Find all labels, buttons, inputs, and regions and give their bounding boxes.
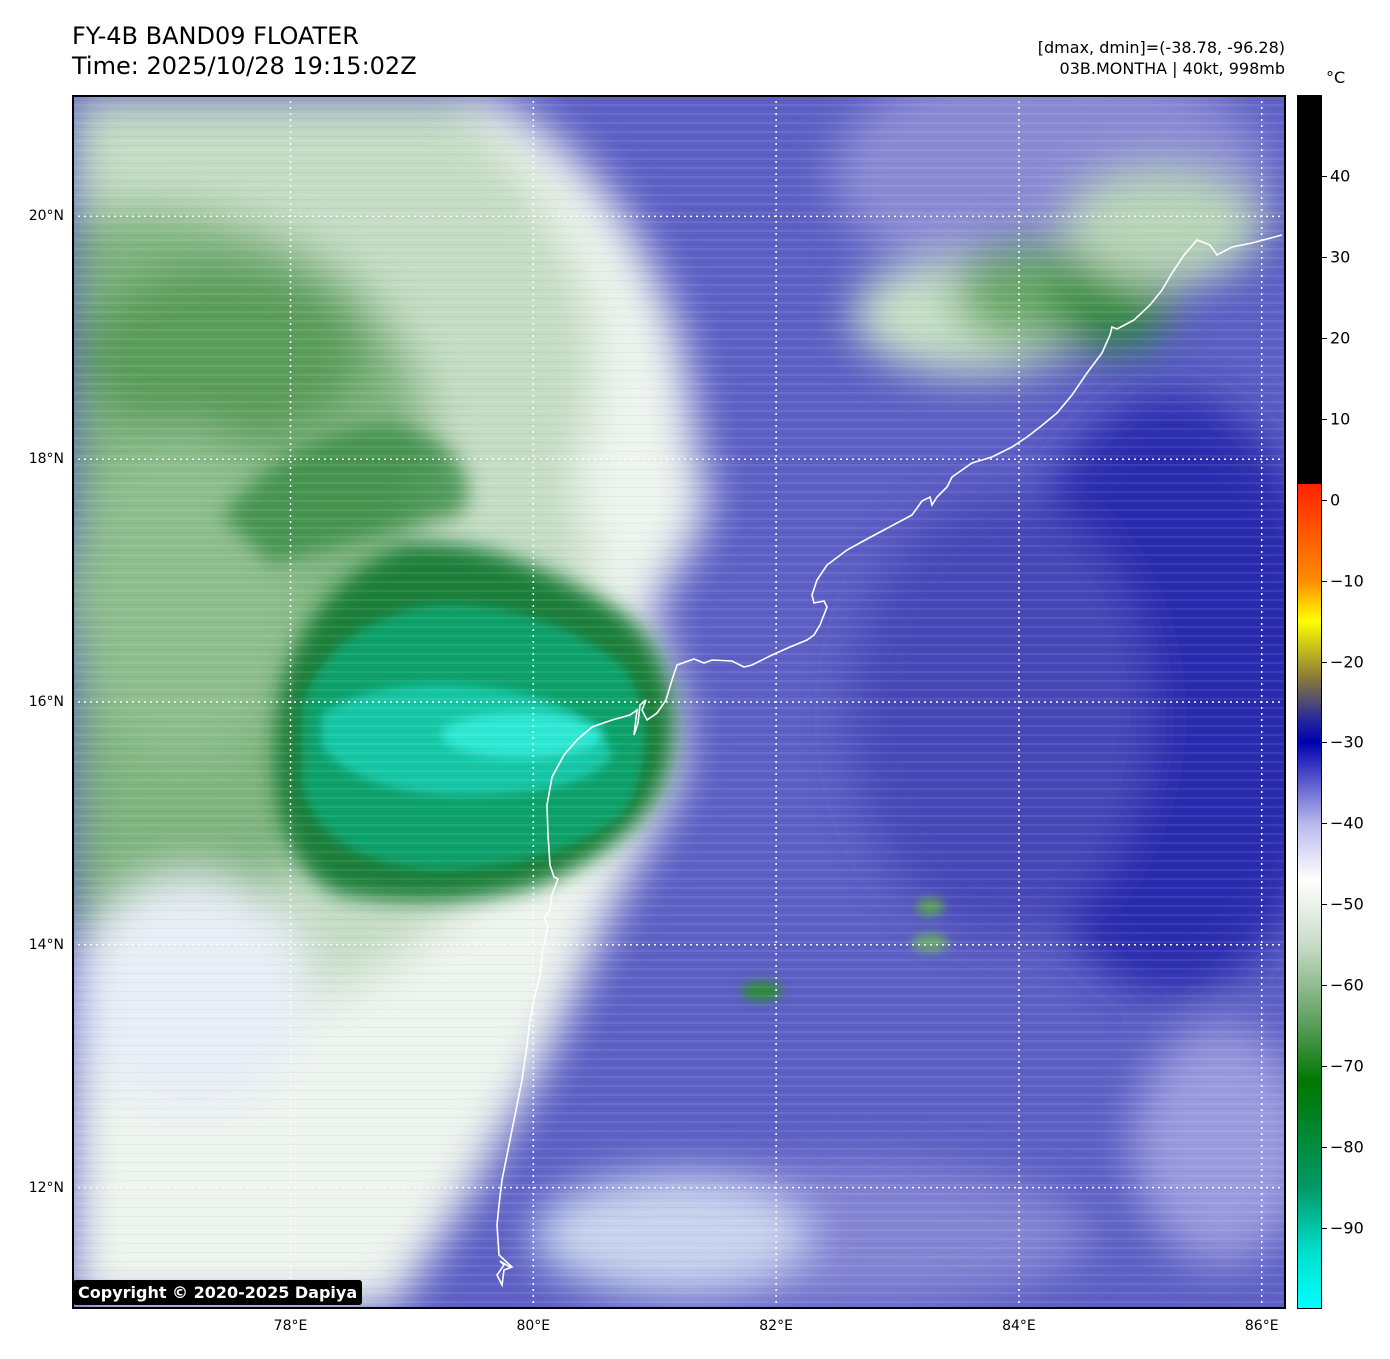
storm-info: 03B.MONTHA | 40kt, 998mb [1059, 59, 1285, 78]
colorbar-tick [1322, 985, 1327, 987]
colorbar-tick [1322, 418, 1327, 420]
colorbar-tick [1322, 661, 1327, 663]
lon-label: 86°E [1244, 1318, 1279, 1334]
colorbar-tick-label: −90 [1330, 1218, 1364, 1238]
satellite-image [72, 95, 1286, 1309]
lat-label: 18°N [28, 451, 64, 468]
colorbar-tick [1322, 823, 1327, 825]
colorbar-tick [1322, 256, 1327, 258]
data-range: [dmax, dmin]=(-38.78, -96.28) [1037, 38, 1285, 57]
gridlines [72, 95, 1286, 1309]
colorbar [1297, 95, 1322, 1309]
colorbar-tick-label: −30 [1330, 732, 1364, 752]
lon-label: 82°E [759, 1318, 793, 1334]
colorbar-tick [1322, 580, 1327, 582]
copyright-badge: Copyright © 2020-2025 Dapiya [73, 1280, 363, 1305]
colorbar-tick-label: −20 [1330, 652, 1364, 672]
colorbar-tick-label: −40 [1330, 813, 1364, 833]
lon-label: 80°E [516, 1318, 551, 1334]
colorbar-tick-label: 30 [1330, 247, 1351, 267]
colorbar-tick-label: −60 [1330, 975, 1364, 995]
colorbar-tick-label: −70 [1330, 1056, 1364, 1076]
satellite-map [72, 95, 1286, 1309]
colorbar-tick-label: 20 [1330, 328, 1351, 348]
colorbar-tick [1322, 904, 1327, 906]
colorbar-tick-label: 0 [1330, 490, 1341, 510]
lat-label: 14°N [28, 936, 64, 953]
lat-label: 12°N [28, 1179, 64, 1196]
lat-label: 16°N [28, 694, 64, 710]
timestamp: Time: 2025/10/28 19:15:02Z [72, 52, 417, 80]
lat-label: 20°N [28, 208, 64, 225]
colorbar-tick [1322, 1066, 1327, 1068]
lon-label: 78°E [273, 1318, 308, 1334]
colorbar-tick [1322, 742, 1327, 744]
colorbar-tick-label: −10 [1330, 571, 1364, 591]
colorbar-tick [1322, 337, 1327, 339]
colorbar-tick-label: −80 [1330, 1137, 1364, 1157]
coastline [496, 234, 1283, 1288]
colorbar-tick [1322, 1228, 1327, 1230]
lon-label: 84°E [1002, 1318, 1036, 1334]
colorbar-tick [1322, 1147, 1327, 1149]
colorbar-tick-label: 10 [1330, 409, 1351, 429]
colorbar-tick-label: −50 [1330, 894, 1364, 914]
chart-title: FY-4B BAND09 FLOATER [72, 22, 359, 50]
colorbar-tick-label: 40 [1330, 166, 1351, 186]
colorbar-tick [1322, 499, 1327, 501]
colorbar-tick [1322, 175, 1327, 177]
colorbar-unit: °C [1326, 68, 1346, 87]
